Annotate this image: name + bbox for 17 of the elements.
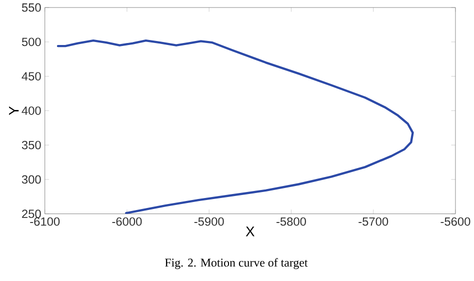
y-tick-label: 250	[22, 210, 41, 218]
caption: Fig. 2. Motion curve of target	[165, 258, 308, 270]
x-tick-label: -5700	[358, 218, 388, 226]
line-series	[56, 40, 414, 214]
x-tick-label: -5900	[194, 218, 224, 226]
x-tick-label: -5600	[440, 218, 470, 226]
x-axis-title: X	[246, 226, 254, 236]
y-tick-label: 500	[22, 38, 41, 46]
x-tick-label: -5800	[276, 218, 306, 226]
x-tick-label: -6100	[30, 218, 60, 226]
x-tick-label: -6000	[112, 218, 142, 226]
y-tick-label: 400	[22, 106, 41, 116]
y-tick-label: 350	[22, 141, 41, 150]
y-tick-label: 300	[22, 175, 41, 184]
y-tick-label: 550	[22, 4, 41, 12]
y-axis-title: Y	[9, 106, 19, 116]
y-tick-label: 450	[22, 72, 41, 81]
